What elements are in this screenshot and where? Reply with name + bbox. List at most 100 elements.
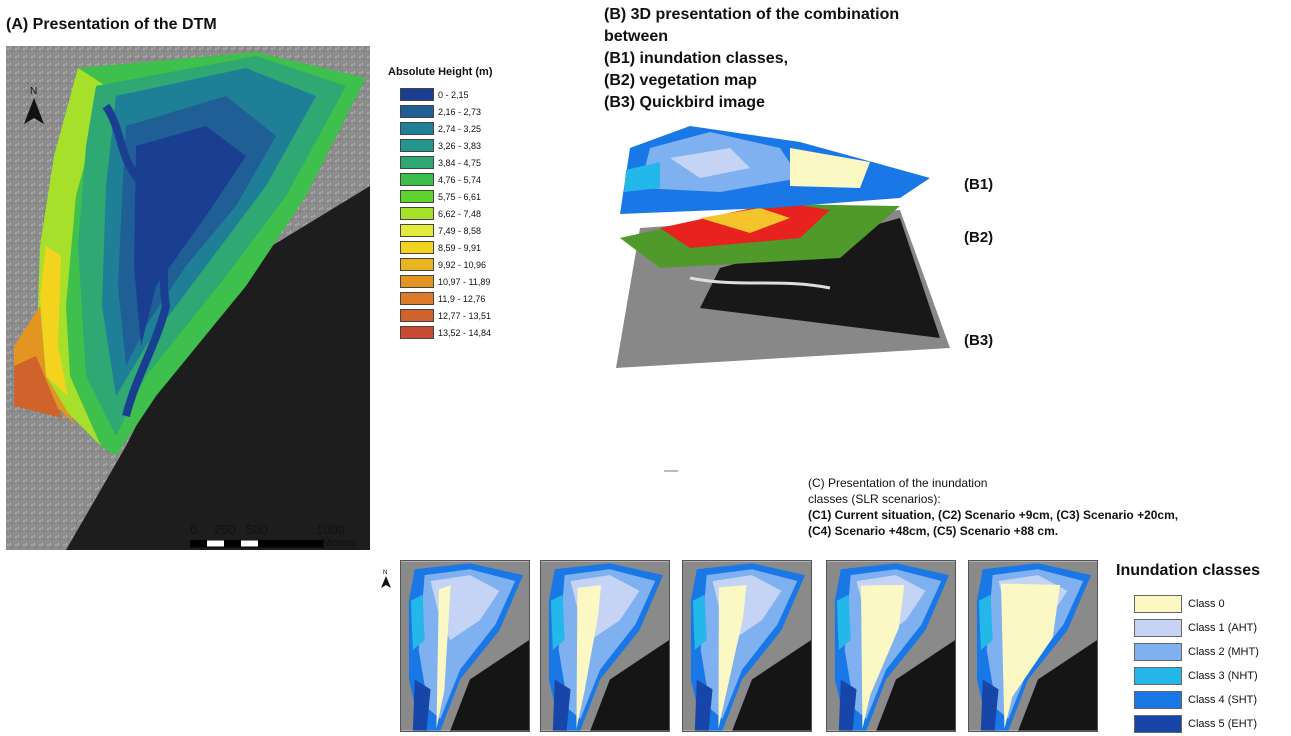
panel-c-title-line: (C) Presentation of the inundation: [808, 476, 988, 490]
scale-tick-label: 0: [190, 522, 198, 537]
legend-swatch: [1134, 643, 1182, 661]
panel-b-title-line: between: [604, 28, 669, 45]
dark-water-area: [66, 186, 370, 550]
legend-label: 3,84 - 4,75: [438, 157, 482, 168]
dtm-legend-row: 12,77 - 13,51: [388, 307, 493, 324]
dtm-legend: Absolute Height (m) 0 - 2,15 2,16 - 2,73 2…: [388, 66, 493, 341]
dtm-legend-row: 8,59 - 9,91: [388, 239, 493, 256]
inundation-legend-row: Class 5 (EHT): [1116, 712, 1260, 736]
north-arrow-icon: N: [381, 570, 391, 588]
north-arrow-icon: [24, 98, 44, 124]
inundation-legend-row: Class 0: [1116, 592, 1260, 616]
legend-label: Class 0: [1188, 598, 1225, 610]
inundation-legend-row: Class 4 (SHT): [1116, 688, 1260, 712]
legend-label: Class 1 (AHT): [1188, 622, 1258, 634]
legend-swatch: [400, 122, 434, 135]
legend-label: 2,16 - 2,73: [438, 106, 482, 117]
dtm-legend-row: 11,9 - 12,76: [388, 290, 493, 307]
dtm-legend-row: 5,75 - 6,61: [388, 188, 493, 205]
panel-b-title-line: (B3) Quickbird image: [604, 94, 765, 111]
legend-label: Class 2 (MHT): [1188, 646, 1259, 658]
svg-text:N: N: [383, 570, 387, 576]
legend-label: 13,52 - 14,84: [438, 327, 492, 338]
inundation-legend-title: Inundation classes: [1116, 562, 1261, 579]
inundation-scenario-map: [682, 560, 812, 732]
panel-c-title-line: classes (SLR scenarios):: [808, 492, 941, 506]
inundation-scenario-map: [400, 560, 530, 732]
legend-swatch: [1134, 667, 1182, 685]
panel-b-title: (B) 3D presentation of the combination b…: [604, 4, 899, 114]
legend-label: 3,26 - 3,83: [438, 140, 482, 151]
dtm-legend-row: 13,52 - 14,84: [388, 324, 493, 341]
legend-swatch: [400, 156, 434, 169]
legend-swatch: [400, 88, 434, 101]
legend-label: 2,74 - 3,25: [438, 123, 482, 134]
inundation-legend-row: Class 1 (AHT): [1116, 616, 1260, 640]
inundation-scenario-map: [826, 560, 956, 732]
scale-bar: 0 250 500 1000 Meters: [186, 522, 372, 550]
panel-a-title: (A) Presentation of the DTM: [6, 16, 217, 33]
legend-swatch: [400, 173, 434, 186]
scale-tick-label: 500: [246, 522, 268, 537]
dtm-legend-row: 2,16 - 2,73: [388, 103, 493, 120]
inundation-scenario-map: [968, 560, 1098, 732]
legend-swatch: [400, 105, 434, 118]
inundation-legend-row: Class 2 (MHT): [1116, 640, 1260, 664]
legend-label: Class 5 (EHT): [1188, 718, 1258, 730]
panel-c-title: (C) Presentation of the inundation class…: [808, 475, 1178, 539]
panel-b-title-line: (B) 3D presentation of the combination: [604, 6, 900, 23]
dtm-legend-row: 3,26 - 3,83: [388, 137, 493, 154]
inundation-legend-row: Class 3 (NHT): [1116, 664, 1260, 688]
panel-b-title-line: (B1) inundation classes,: [604, 50, 789, 67]
dtm-legend-row: 7,49 - 8,58: [388, 222, 493, 239]
dtm-legend-row: 9,92 - 10,96: [388, 256, 493, 273]
dtm-legend-row: 2,74 - 3,25: [388, 120, 493, 137]
dtm-legend-row: 4,76 - 5,74: [388, 171, 493, 188]
dtm-legend-row: 10,97 - 11,89: [388, 273, 493, 290]
legend-label: 5,75 - 6,61: [438, 191, 482, 202]
legend-label: 7,49 - 8,58: [438, 225, 482, 236]
legend-label: 0 - 2,15: [438, 89, 469, 100]
legend-swatch: [400, 275, 434, 288]
panel-b-title-line: (B2) vegetation map: [604, 72, 757, 89]
legend-swatch: [1134, 619, 1182, 637]
svg-text:N: N: [30, 86, 37, 97]
panel-c-scenario-line: (C1) Current situation, (C2) Scenario +9…: [808, 508, 1179, 522]
layer-label-b3: (B3): [964, 332, 994, 349]
scale-tick-label: 1000: [316, 522, 345, 537]
inundation-legend: Inundation classes Class 0 Class 1 (AHT) C…: [1116, 562, 1260, 736]
legend-label: 10,97 - 11,89: [438, 276, 491, 287]
dtm-legend-row: 0 - 2,15: [388, 86, 493, 103]
legend-swatch: [1134, 595, 1182, 613]
dtm-legend-title: Absolute Height (m): [388, 66, 493, 78]
scale-tick-label: 250: [214, 522, 236, 537]
dtm-legend-row: 6,62 - 7,48: [388, 205, 493, 222]
inundation-scenario-map: [540, 560, 670, 732]
legend-swatch: [400, 258, 434, 271]
legend-label: 12,77 - 13,51: [438, 310, 492, 321]
3d-layer-view: [616, 126, 950, 368]
legend-label: 11,9 - 12,76: [438, 293, 486, 304]
legend-swatch: [400, 190, 434, 203]
dtm-map: N: [6, 46, 370, 550]
legend-swatch: [400, 309, 434, 322]
legend-label: Class 4 (SHT): [1188, 694, 1258, 706]
legend-label: 9,92 - 10,96: [438, 259, 487, 270]
legend-label: 4,76 - 5,74: [438, 174, 482, 185]
scale-bar-graphic: [190, 540, 324, 548]
legend-swatch: [400, 241, 434, 254]
divider: [664, 470, 678, 472]
layer-label-b2: (B2): [964, 229, 994, 246]
legend-swatch: [1134, 691, 1182, 709]
scale-units: Meters: [322, 537, 356, 549]
legend-swatch: [1134, 715, 1182, 733]
legend-label: 8,59 - 9,91: [438, 242, 482, 253]
legend-swatch: [400, 139, 434, 152]
legend-swatch: [400, 326, 434, 339]
legend-swatch: [400, 207, 434, 220]
layer-label-b1: (B1): [964, 176, 994, 193]
legend-swatch: [400, 292, 434, 305]
legend-label: 6,62 - 7,48: [438, 208, 482, 219]
legend-label: Class 3 (NHT): [1188, 670, 1258, 682]
dtm-legend-row: 3,84 - 4,75: [388, 154, 493, 171]
